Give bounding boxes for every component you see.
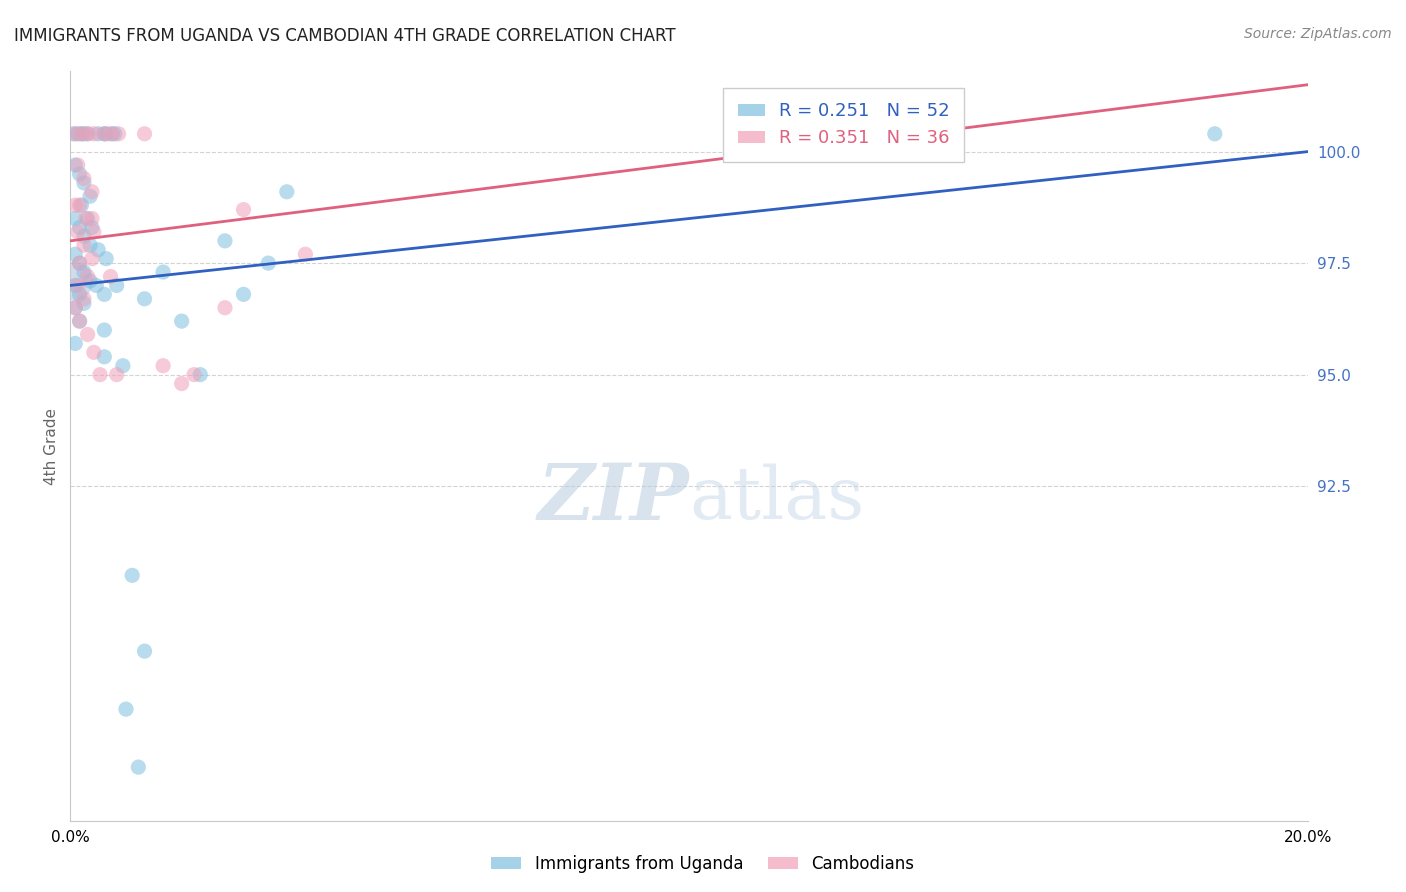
Point xyxy=(76,327,98,342)
Point xyxy=(105,368,128,382)
Point xyxy=(70,127,93,141)
Text: IMMIGRANTS FROM UGANDA VS CAMBODIAN 4TH GRADE CORRELATION CHART: IMMIGRANTS FROM UGANDA VS CAMBODIAN 4TH … xyxy=(14,27,676,45)
Point xyxy=(62,127,84,141)
Point xyxy=(70,127,93,141)
Legend: R = 0.251   N = 52, R = 0.351   N = 36: R = 0.251 N = 52, R = 0.351 N = 36 xyxy=(724,88,965,161)
Point xyxy=(65,336,87,351)
Point xyxy=(104,127,127,141)
Point xyxy=(93,127,115,141)
Point xyxy=(66,158,89,172)
Point xyxy=(69,256,91,270)
Point xyxy=(134,292,156,306)
Point xyxy=(76,269,98,284)
Point xyxy=(170,314,193,328)
Point xyxy=(65,301,87,315)
Point xyxy=(152,265,174,279)
Point xyxy=(69,167,91,181)
Point xyxy=(93,287,115,301)
Point xyxy=(65,278,87,293)
Point xyxy=(75,211,97,226)
Point xyxy=(80,211,103,226)
Text: Source: ZipAtlas.com: Source: ZipAtlas.com xyxy=(1244,27,1392,41)
Point xyxy=(65,247,87,261)
Point xyxy=(83,225,105,239)
Point xyxy=(232,287,254,301)
Point xyxy=(121,568,143,582)
Point xyxy=(73,171,96,186)
Point xyxy=(73,127,96,141)
Y-axis label: 4th Grade: 4th Grade xyxy=(44,408,59,484)
Point xyxy=(100,269,122,284)
Point xyxy=(70,198,93,212)
Point xyxy=(134,644,156,658)
Text: atlas: atlas xyxy=(689,463,865,533)
Point xyxy=(73,292,96,306)
Point xyxy=(65,158,87,172)
Point xyxy=(134,127,156,141)
Point xyxy=(73,296,96,310)
Point xyxy=(80,220,103,235)
Point xyxy=(65,198,87,212)
Point xyxy=(69,220,91,235)
Point xyxy=(76,127,98,141)
Point xyxy=(69,314,91,328)
Point xyxy=(66,127,89,141)
Point xyxy=(62,274,84,288)
Point xyxy=(1204,127,1226,141)
Point xyxy=(111,359,134,373)
Point xyxy=(69,198,91,212)
Point xyxy=(170,376,193,391)
Point xyxy=(69,287,91,301)
Point xyxy=(115,702,138,716)
Point xyxy=(65,127,87,141)
Point xyxy=(79,238,101,252)
Point xyxy=(105,278,128,293)
Point xyxy=(101,127,124,141)
Point xyxy=(66,225,89,239)
Point xyxy=(93,127,115,141)
Point xyxy=(79,274,101,288)
Legend: Immigrants from Uganda, Cambodians: Immigrants from Uganda, Cambodians xyxy=(485,848,921,880)
Text: ZIP: ZIP xyxy=(537,460,689,537)
Point xyxy=(69,256,91,270)
Point xyxy=(93,323,115,337)
Point xyxy=(66,278,89,293)
Point xyxy=(80,185,103,199)
Point xyxy=(73,229,96,244)
Point xyxy=(232,202,254,217)
Point xyxy=(87,127,110,141)
Point xyxy=(65,211,87,226)
Point xyxy=(107,127,129,141)
Point xyxy=(214,301,236,315)
Point xyxy=(127,760,149,774)
Point xyxy=(100,127,122,141)
Point xyxy=(87,243,110,257)
Point xyxy=(76,211,98,226)
Point xyxy=(84,278,107,293)
Point xyxy=(93,350,115,364)
Point xyxy=(89,368,111,382)
Point xyxy=(188,368,211,382)
Point xyxy=(79,189,101,203)
Point xyxy=(83,345,105,359)
Point xyxy=(80,252,103,266)
Point xyxy=(73,176,96,190)
Point xyxy=(65,301,87,315)
Point xyxy=(257,256,280,270)
Point xyxy=(152,359,174,373)
Point xyxy=(83,127,105,141)
Point xyxy=(96,127,118,141)
Point xyxy=(69,314,91,328)
Point xyxy=(96,252,118,266)
Point xyxy=(73,265,96,279)
Point xyxy=(183,368,205,382)
Point xyxy=(294,247,316,261)
Point xyxy=(76,127,98,141)
Point xyxy=(276,185,298,199)
Point xyxy=(73,238,96,252)
Point xyxy=(214,234,236,248)
